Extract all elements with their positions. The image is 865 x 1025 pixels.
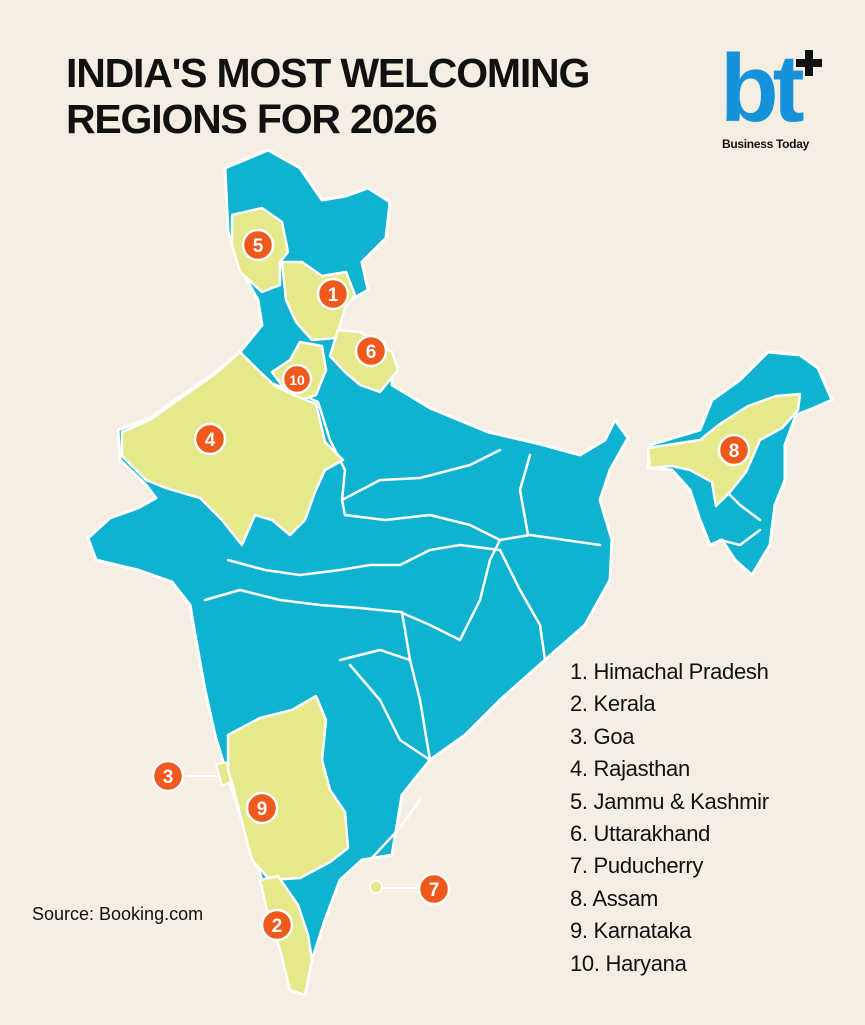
region-puducherry xyxy=(369,880,383,894)
page-title: INDIA'S MOST WELCOMING REGIONS FOR 2026 xyxy=(66,50,590,142)
legend-item: 6. Uttarakhand xyxy=(570,821,711,847)
marker-2-label: 2 xyxy=(272,916,283,937)
region-rajasthan xyxy=(120,350,345,547)
legend-item: 3. Goa xyxy=(570,723,635,749)
marker-4: 4 xyxy=(193,422,227,456)
marker-9: 9 xyxy=(245,791,279,825)
marker-3: 3 xyxy=(151,759,185,793)
marker-4-label: 4 xyxy=(205,430,216,451)
marker-8: 8 xyxy=(717,433,751,467)
marker-7: 7 xyxy=(417,872,451,906)
plus-icon xyxy=(796,50,822,76)
marker-1-label: 1 xyxy=(328,285,339,306)
legend-item: 9. Karnataka xyxy=(570,918,692,944)
marker-7-label: 7 xyxy=(429,880,440,901)
business-today-logo: bt Business Today xyxy=(718,35,828,156)
marker-3-label: 3 xyxy=(163,767,174,788)
region-legend: 1. Himachal Pradesh 2. Kerala 3. Goa 4. … xyxy=(570,656,769,980)
marker-8-label: 8 xyxy=(729,441,740,462)
rank-markers: 1 2 3 4 5 6 7 xyxy=(151,228,751,942)
source-note: Source: Booking.com xyxy=(32,904,204,924)
region-karnataka xyxy=(226,694,350,882)
title-line-2: REGIONS FOR 2026 xyxy=(66,96,438,142)
title-line-1: INDIA'S MOST WELCOMING xyxy=(66,50,590,96)
legend-item: 2. Kerala xyxy=(570,691,656,717)
marker-10-label: 10 xyxy=(289,372,305,388)
marker-2: 2 xyxy=(260,908,294,942)
legend-item: 4. Rajasthan xyxy=(570,756,690,782)
marker-9-label: 9 xyxy=(257,799,268,820)
marker-1: 1 xyxy=(316,277,350,311)
logo-name: Business Today xyxy=(722,137,809,151)
legend-item: 8. Assam xyxy=(570,885,659,911)
legend-item: 10. Haryana xyxy=(570,950,687,976)
state-borders xyxy=(203,350,762,862)
legend-item: 1. Himachal Pradesh xyxy=(570,659,769,684)
logo-mark: bt xyxy=(720,35,805,142)
marker-6: 6 xyxy=(354,334,388,368)
legend-item: 7. Puducherry xyxy=(570,853,704,879)
marker-5-label: 5 xyxy=(253,236,264,257)
legend-item: 5. Jammu & Kashmir xyxy=(570,788,769,814)
marker-10: 10 xyxy=(281,363,313,395)
mainland xyxy=(86,148,630,997)
marker-6-label: 6 xyxy=(366,342,377,363)
marker-5: 5 xyxy=(241,228,275,262)
